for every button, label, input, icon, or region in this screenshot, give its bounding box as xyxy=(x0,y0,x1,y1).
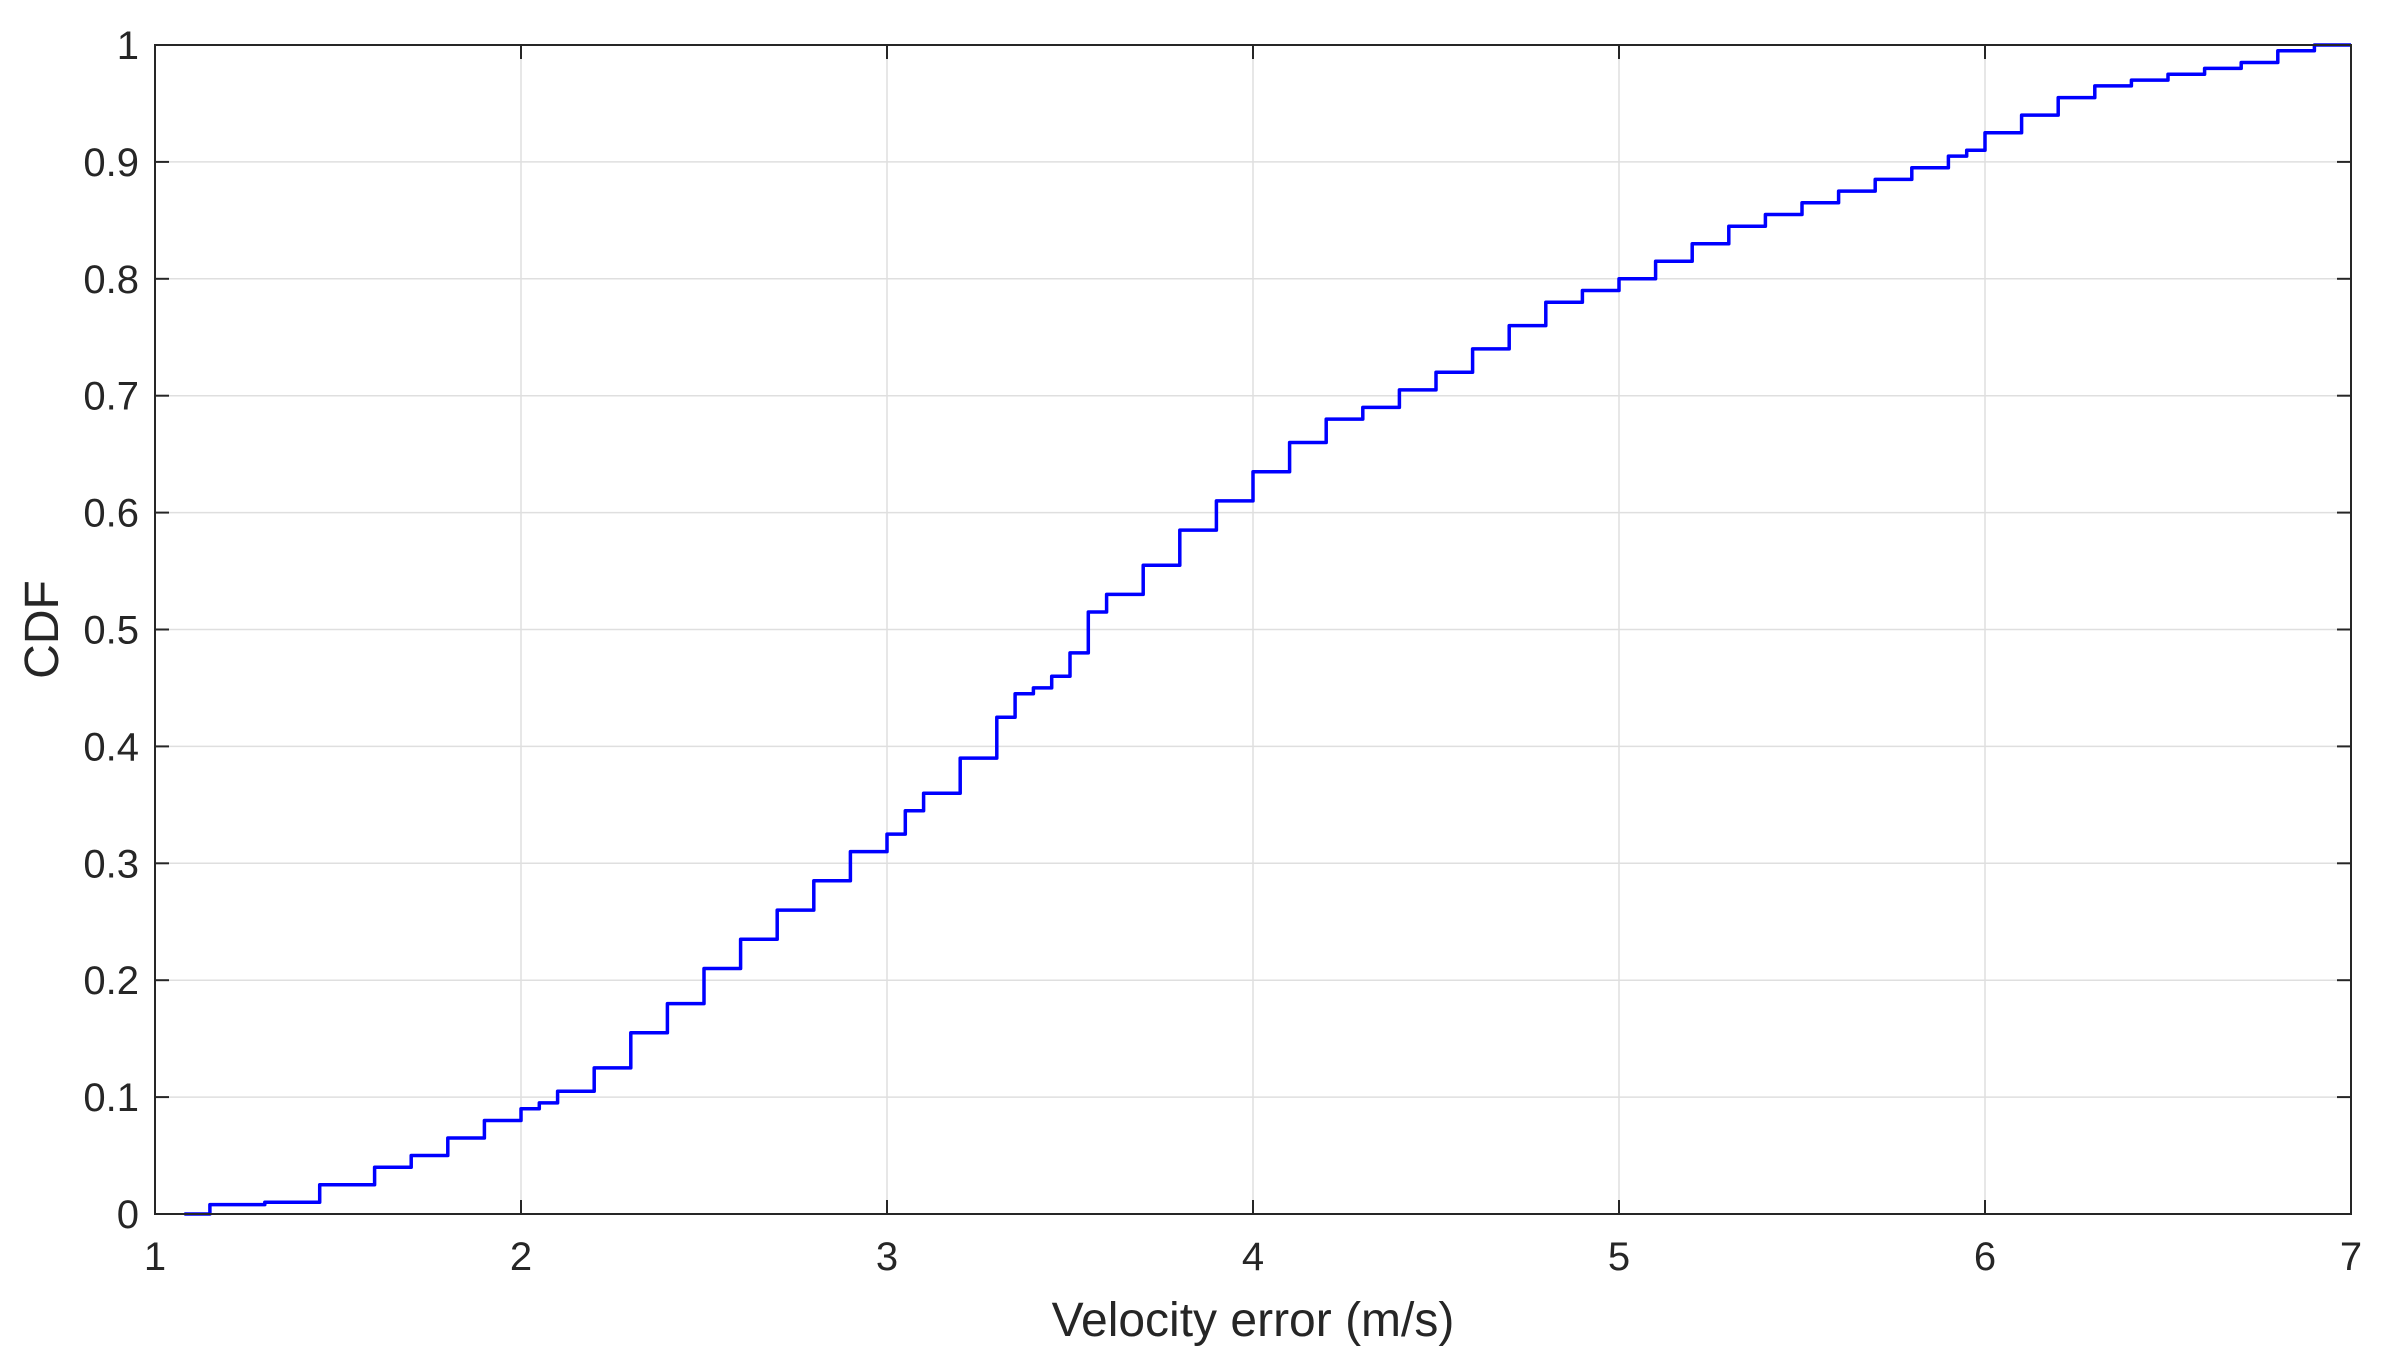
y-tick-label: 1 xyxy=(117,24,139,68)
y-axis-label: CDF xyxy=(16,580,69,679)
y-tick-label: 0.3 xyxy=(83,842,139,886)
y-tick-label: 0.1 xyxy=(83,1076,139,1120)
ticks: 1 2 3 4 5 6 7 0 0.1 0.2 0.3 0.4 0.5 0.6 0.7 0.8 0.9 1 xyxy=(83,24,2362,1279)
y-tick-label: 0.2 xyxy=(83,959,139,1003)
y-tick-label: 0.4 xyxy=(83,725,139,769)
y-tick-label: 0.6 xyxy=(83,492,139,536)
x-tick-label: 7 xyxy=(2340,1235,2362,1279)
grid xyxy=(155,45,2351,1214)
series-layer xyxy=(184,43,2351,1216)
x-tick-label: 4 xyxy=(1242,1235,1264,1279)
x-tick-label: 3 xyxy=(876,1235,898,1279)
y-tick-label: 0 xyxy=(117,1193,139,1237)
cdf-line-series-0 xyxy=(184,43,2351,1216)
x-tick-label: 1 xyxy=(144,1235,166,1279)
y-tick-label: 0.9 xyxy=(83,141,139,185)
x-axis-label: Velocity error (m/s) xyxy=(1052,1294,1455,1347)
y-tick-label: 0.7 xyxy=(83,375,139,419)
y-tick-label: 0.8 xyxy=(83,258,139,302)
y-tick-label: 0.5 xyxy=(83,609,139,653)
x-tick-label: 6 xyxy=(1974,1235,1996,1279)
x-tick-label: 5 xyxy=(1608,1235,1630,1279)
x-tick-label: 2 xyxy=(510,1235,532,1279)
